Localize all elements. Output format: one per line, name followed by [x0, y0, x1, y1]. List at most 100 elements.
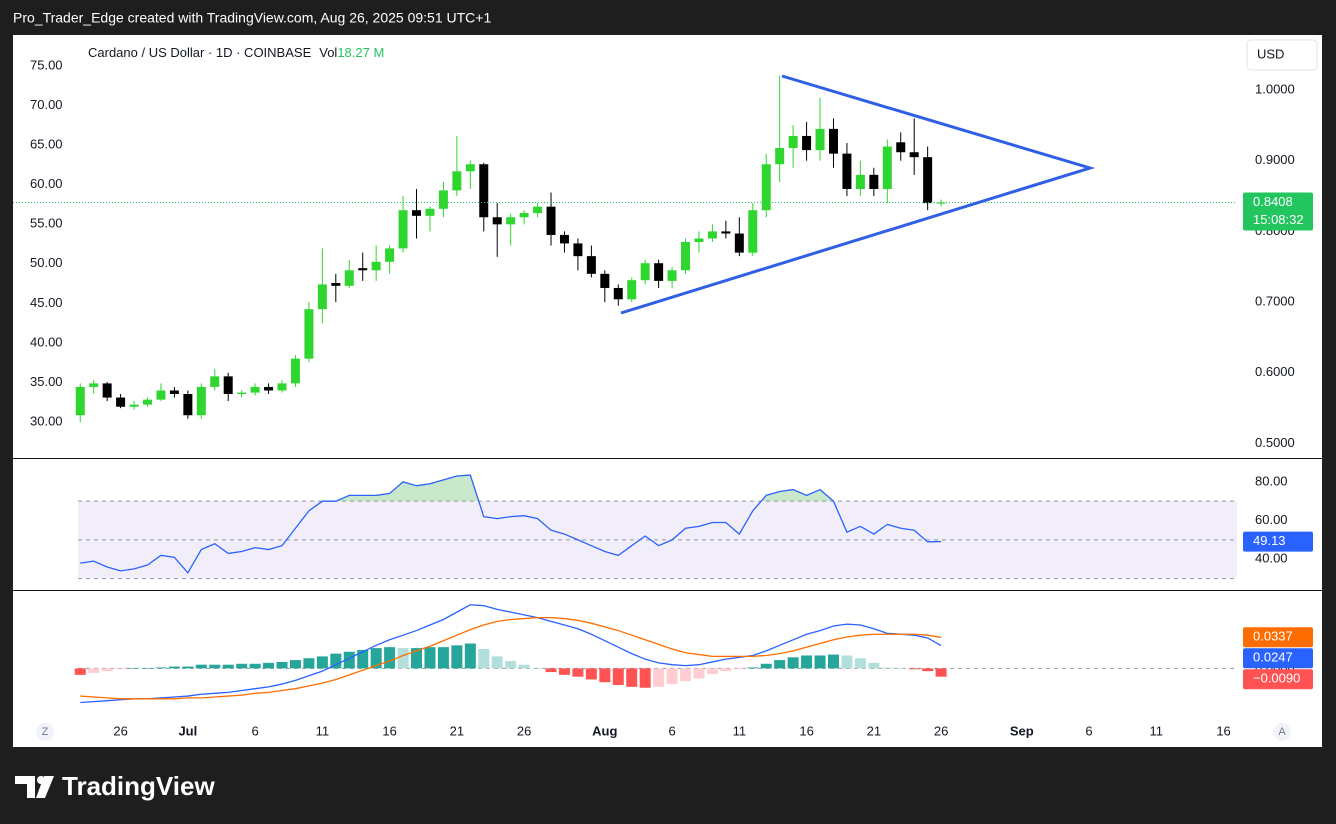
candle-body — [694, 238, 704, 243]
histogram-bar — [599, 668, 611, 683]
y-tick-label: 0.7000 — [1255, 294, 1295, 309]
candle-body — [344, 270, 354, 286]
x-tick-label: 11 — [733, 723, 747, 738]
histogram-bar — [74, 668, 86, 675]
histogram-bar — [814, 655, 826, 669]
candle-body — [761, 164, 771, 211]
value-label: 0.0247 — [1253, 650, 1293, 665]
x-tick-label: 16 — [799, 723, 813, 738]
candle-body — [654, 263, 664, 281]
axis-button-label[interactable]: Z — [42, 726, 49, 738]
candle-body — [559, 234, 569, 244]
candle-body — [573, 243, 583, 257]
y-tick-label: 75.00 — [30, 57, 63, 72]
histogram-bar — [357, 649, 369, 669]
caption: Pro_Trader_Edge created with TradingView… — [13, 10, 491, 26]
macd-line — [80, 604, 942, 704]
candle-body — [102, 383, 112, 398]
candle-body — [277, 383, 287, 391]
volume-value: 18.27 M — [337, 45, 384, 60]
macd-line — [80, 617, 942, 700]
histogram-bar — [236, 663, 248, 669]
x-tick-label: 26 — [517, 723, 531, 738]
histogram-bar — [935, 668, 947, 677]
value-label: 0.0337 — [1253, 629, 1293, 644]
y-tick-label: 65.00 — [30, 137, 63, 152]
histogram-bar — [666, 668, 678, 685]
candle-body — [734, 233, 744, 253]
histogram-bar — [437, 647, 449, 669]
triangle-trend-lines — [620, 74, 1096, 315]
x-tick-label: Aug — [592, 723, 617, 738]
candle-body — [613, 287, 623, 300]
y-tick-label: 30.00 — [30, 413, 63, 428]
candle-body — [936, 202, 946, 204]
x-tick-label: 26 — [113, 723, 127, 738]
candle-body — [802, 135, 812, 151]
histogram-bar — [276, 661, 288, 669]
candle-body — [533, 206, 543, 214]
histogram-bar — [249, 663, 261, 669]
histogram-bar — [922, 668, 934, 672]
histogram-bar — [182, 666, 194, 669]
candle-body — [506, 217, 516, 225]
x-tick-label: 21 — [450, 723, 464, 738]
candle-body — [223, 376, 233, 395]
histogram-bar — [572, 668, 584, 677]
overbought-fill — [335, 475, 834, 502]
candle-body — [75, 386, 85, 416]
currency[interactable]: USD — [1257, 46, 1284, 61]
histogram-bar — [612, 668, 624, 685]
histogram-bar — [747, 667, 759, 669]
y-tick-label: 40.00 — [30, 334, 63, 349]
histogram-bar — [585, 668, 597, 680]
candle-body — [492, 217, 502, 225]
candle-body — [882, 146, 892, 189]
candle-body — [385, 248, 395, 262]
y-tick-label: 80.00 — [1255, 473, 1288, 488]
y-tick-label: 0.5000 — [1255, 435, 1295, 450]
symbol-title: Cardano / US Dollar · 1D · COINBASE — [88, 45, 312, 60]
histogram-bar — [263, 662, 275, 669]
candle-body — [250, 386, 260, 393]
axis-button[interactable] — [1273, 723, 1291, 741]
candle-body — [519, 213, 529, 218]
candle-body — [317, 284, 327, 310]
histogram-bar — [868, 662, 880, 669]
y-tick-label: 0.6000 — [1255, 364, 1295, 379]
histogram-bar — [289, 660, 301, 669]
candle-body — [290, 358, 300, 384]
candle-body — [600, 273, 610, 288]
candle-body — [156, 390, 166, 400]
rsi-line — [80, 474, 942, 574]
histogram-bar — [411, 648, 423, 669]
histogram-bar — [316, 656, 328, 669]
histogram-bar — [680, 668, 692, 682]
histogram-bar — [101, 668, 113, 672]
last-price-label: 0.8408 — [1253, 194, 1293, 209]
x-tick-label: 11 — [316, 723, 330, 738]
candle-body — [923, 157, 933, 204]
y-tick-label: 60.00 — [30, 176, 63, 191]
volume-title: Vol — [319, 45, 337, 60]
candle-body — [452, 171, 462, 191]
candle-body — [775, 147, 785, 165]
candle-body — [196, 386, 206, 416]
candle-body — [909, 152, 919, 158]
histogram-bar — [854, 658, 866, 669]
histogram-bar — [478, 649, 490, 669]
candle-body — [412, 210, 422, 216]
histogram-bar — [827, 654, 839, 669]
axis-button[interactable] — [36, 723, 54, 741]
value-badge — [1243, 627, 1313, 648]
y-tick-label: 35.00 — [30, 374, 63, 389]
candle-body — [89, 383, 99, 387]
candle-body — [828, 128, 838, 154]
currency-button[interactable] — [1246, 39, 1318, 71]
candle-body — [855, 174, 865, 189]
histogram-bar — [881, 667, 893, 669]
axis-button-label[interactable]: A — [1278, 726, 1286, 738]
candle-body — [183, 394, 193, 416]
histogram-bar — [451, 645, 463, 669]
